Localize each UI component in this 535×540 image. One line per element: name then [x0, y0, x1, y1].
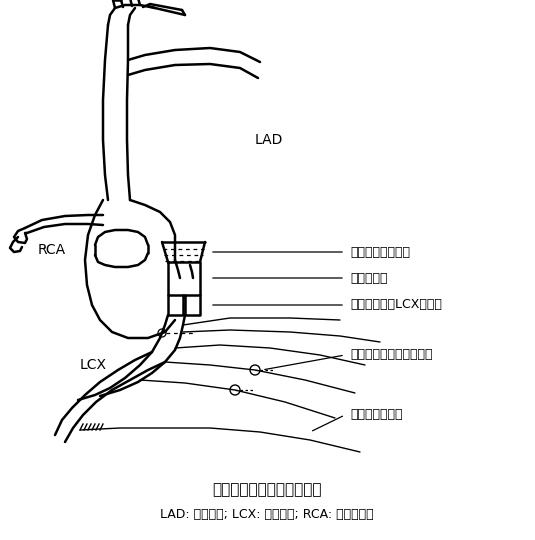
Text: 液压闭合器模型制备示意图: 液压闭合器模型制备示意图	[212, 483, 322, 497]
Text: LAD: 左前降支; LCX: 左回旋支; RCA: 右冠状动脉: LAD: 左前降支; LCX: 左回旋支; RCA: 右冠状动脉	[160, 509, 374, 522]
Text: LCX: LCX	[80, 358, 107, 372]
Text: 超声血流速度探头: 超声血流速度探头	[350, 246, 410, 259]
Text: LAD: LAD	[255, 133, 284, 147]
Text: RCA: RCA	[38, 243, 66, 257]
Text: 超声探测器（LCX直径）: 超声探测器（LCX直径）	[350, 299, 442, 312]
Text: 远端测压用导管: 远端测压用导管	[350, 408, 402, 422]
Text: 超声探测器（节段长度）: 超声探测器（节段长度）	[350, 348, 432, 361]
Text: 液压闭合器: 液压闭合器	[350, 272, 387, 285]
